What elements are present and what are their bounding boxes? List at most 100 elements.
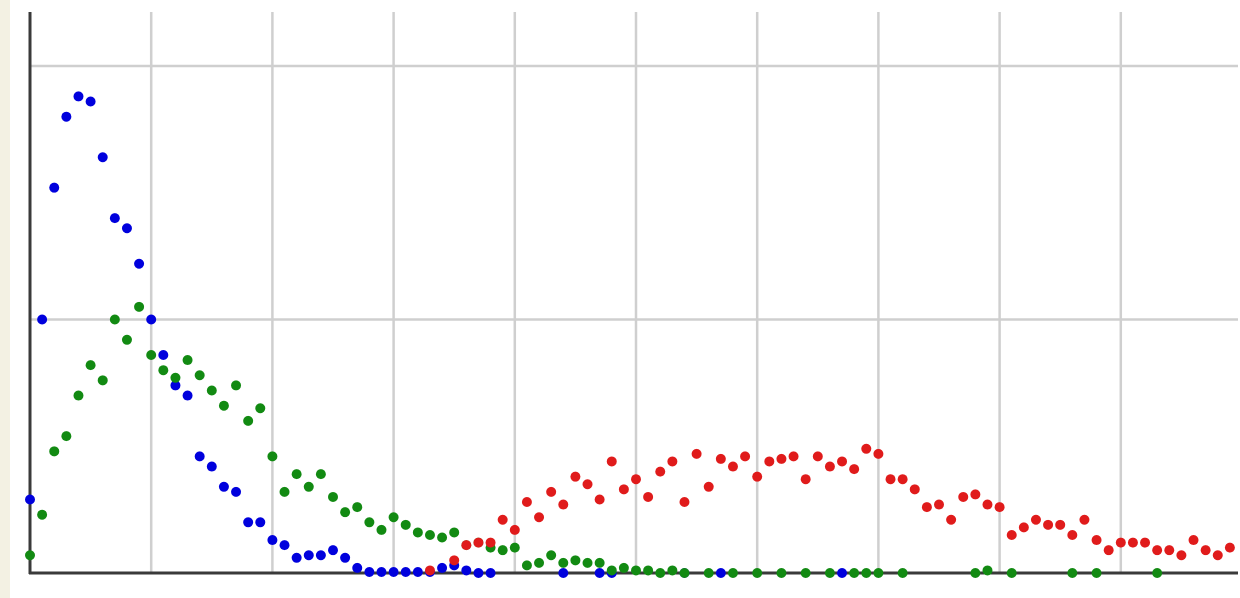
data-point-series-2 xyxy=(594,557,605,568)
data-point-series-2 xyxy=(1006,568,1017,578)
data-point-series-3 xyxy=(1115,537,1126,548)
data-point-series-1 xyxy=(134,258,145,269)
data-point-series-2 xyxy=(521,560,532,571)
data-point-series-2 xyxy=(37,509,48,520)
data-point-series-1 xyxy=(558,568,569,578)
data-point-series-3 xyxy=(982,499,993,510)
data-point-series-3 xyxy=(885,474,896,485)
data-point-series-3 xyxy=(679,497,690,508)
data-point-series-2 xyxy=(340,507,351,518)
data-point-series-1 xyxy=(121,223,132,234)
data-point-series-2 xyxy=(667,565,678,576)
data-point-series-2 xyxy=(206,385,217,396)
data-point-series-3 xyxy=(812,451,823,462)
data-point-series-2 xyxy=(352,502,363,513)
data-point-series-3 xyxy=(1030,514,1041,525)
data-point-series-2 xyxy=(97,375,108,386)
data-point-series-3 xyxy=(946,514,957,525)
data-point-series-1 xyxy=(291,552,302,563)
data-point-series-2 xyxy=(970,568,981,578)
data-point-series-2 xyxy=(73,390,84,401)
data-point-series-2 xyxy=(328,491,338,502)
data-point-series-3 xyxy=(655,466,666,477)
data-point-series-1 xyxy=(49,182,60,193)
data-point-series-3 xyxy=(958,491,969,502)
data-point-series-3 xyxy=(837,456,848,467)
data-point-series-2 xyxy=(849,568,860,578)
data-point-series-2 xyxy=(267,451,278,462)
data-point-series-3 xyxy=(1006,529,1017,540)
data-point-series-3 xyxy=(582,479,593,490)
data-point-series-1 xyxy=(340,552,351,563)
data-point-series-2 xyxy=(897,568,908,578)
data-point-series-2 xyxy=(182,355,193,366)
data-point-series-1 xyxy=(231,486,242,497)
data-point-series-3 xyxy=(606,456,617,467)
data-point-series-3 xyxy=(861,443,872,454)
data-point-series-3 xyxy=(849,464,860,475)
data-point-series-3 xyxy=(558,499,569,510)
data-point-series-2 xyxy=(400,519,411,530)
data-point-series-3 xyxy=(800,474,811,485)
data-point-series-2 xyxy=(424,529,435,540)
data-point-series-3 xyxy=(703,481,714,492)
data-point-series-2 xyxy=(146,349,157,360)
data-point-series-3 xyxy=(691,448,702,459)
data-point-series-1 xyxy=(352,562,363,573)
data-point-series-3 xyxy=(1176,550,1187,561)
data-point-series-2 xyxy=(982,565,993,576)
data-point-series-2 xyxy=(134,301,145,312)
data-point-series-3 xyxy=(473,537,484,548)
data-point-series-2 xyxy=(49,446,60,457)
data-point-series-2 xyxy=(800,568,811,578)
data-point-series-3 xyxy=(970,489,981,500)
data-point-series-3 xyxy=(1091,535,1102,546)
data-point-series-2 xyxy=(1091,568,1102,578)
data-point-series-2 xyxy=(606,565,617,576)
data-point-series-2 xyxy=(85,360,96,371)
data-point-series-2 xyxy=(109,314,120,325)
data-point-series-2 xyxy=(121,334,132,345)
data-point-series-3 xyxy=(1140,537,1151,548)
data-point-series-3 xyxy=(1055,519,1066,530)
data-point-series-2 xyxy=(873,568,884,578)
data-point-series-2 xyxy=(218,400,229,411)
data-point-series-2 xyxy=(861,568,872,578)
data-point-series-3 xyxy=(449,555,460,566)
data-point-series-2 xyxy=(291,469,302,480)
data-point-series-3 xyxy=(1164,545,1175,556)
data-point-series-3 xyxy=(631,474,641,485)
data-point-series-1 xyxy=(85,96,96,107)
data-point-series-1 xyxy=(279,540,290,551)
data-point-series-1 xyxy=(37,314,48,325)
data-point-series-3 xyxy=(509,524,520,535)
data-point-series-2 xyxy=(231,380,242,391)
data-point-series-1 xyxy=(243,517,254,528)
data-point-series-3 xyxy=(994,502,1005,513)
data-point-series-1 xyxy=(25,494,35,505)
data-point-series-2 xyxy=(752,568,763,578)
data-point-series-3 xyxy=(1127,537,1138,548)
data-point-series-1 xyxy=(146,314,157,325)
data-point-series-3 xyxy=(534,512,545,523)
data-point-series-3 xyxy=(521,497,532,508)
data-point-series-1 xyxy=(303,550,314,561)
data-point-series-3 xyxy=(1212,550,1223,561)
data-point-series-2 xyxy=(509,542,520,553)
data-point-series-3 xyxy=(497,514,508,525)
data-point-series-1 xyxy=(400,566,411,577)
data-point-series-2 xyxy=(243,415,254,426)
data-point-series-1 xyxy=(437,562,448,573)
data-point-series-2 xyxy=(25,550,35,561)
data-point-series-2 xyxy=(364,517,375,528)
data-point-series-1 xyxy=(364,566,375,577)
data-point-series-3 xyxy=(1200,545,1211,556)
data-point-series-3 xyxy=(485,537,496,548)
data-point-series-1 xyxy=(461,565,472,576)
data-point-series-3 xyxy=(776,453,787,464)
data-point-series-1 xyxy=(837,568,848,578)
data-point-series-2 xyxy=(570,555,581,566)
data-point-series-3 xyxy=(1224,542,1235,553)
